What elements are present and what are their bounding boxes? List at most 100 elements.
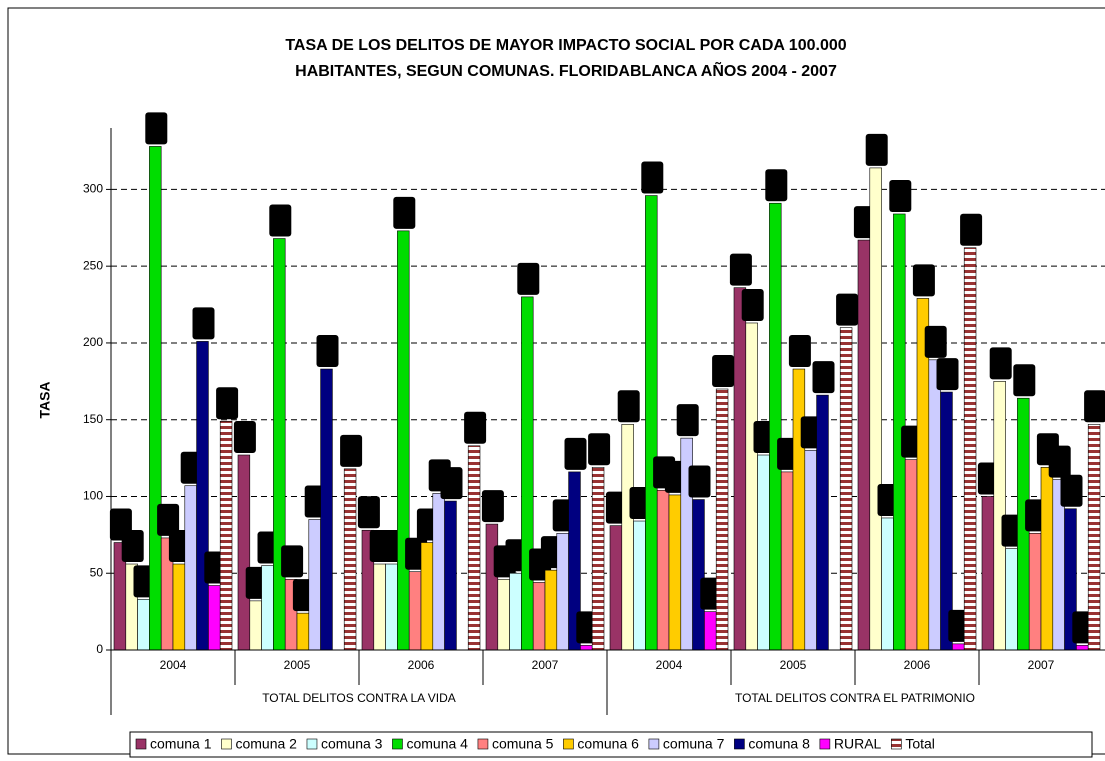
bar — [261, 565, 274, 651]
bar — [532, 582, 546, 651]
bar — [432, 493, 445, 651]
redacted-data-label — [1060, 474, 1083, 507]
bar — [149, 146, 162, 651]
x-tick-label: 2006 — [904, 658, 931, 672]
bar — [981, 496, 995, 651]
bar — [881, 517, 894, 651]
redacted-data-label — [1048, 445, 1071, 478]
bar — [591, 466, 605, 651]
redacted-data-label — [340, 434, 363, 467]
legend-swatch — [648, 738, 660, 750]
redacted-data-label — [788, 335, 811, 368]
bar — [704, 611, 717, 651]
bar — [273, 238, 286, 651]
redacted-data-label — [440, 467, 463, 500]
bar — [408, 571, 422, 651]
bar — [385, 563, 398, 651]
bar — [544, 569, 558, 651]
redacted-data-label — [269, 204, 292, 237]
redacted-data-label — [192, 307, 215, 340]
bar — [1028, 533, 1042, 651]
bar — [963, 247, 977, 651]
legend-swatch — [221, 738, 232, 750]
redacted-data-label — [564, 437, 587, 470]
bar — [497, 579, 510, 651]
x-tick-label: 2005 — [780, 658, 807, 672]
redacted-data-label — [865, 133, 888, 166]
bar — [839, 327, 853, 651]
bar — [249, 600, 262, 651]
bar — [521, 296, 534, 651]
bar — [467, 445, 481, 651]
redacted-data-label — [676, 404, 699, 437]
group-label: TOTAL DELITOS CONTRA EL PATRIMONIO — [735, 691, 975, 705]
redacted-data-label — [617, 390, 640, 423]
redacted-data-label — [393, 196, 416, 229]
redacted-data-label — [989, 347, 1012, 380]
y-tick-label: 100 — [83, 489, 103, 503]
redacted-data-label — [812, 361, 835, 394]
y-tick-label: 150 — [83, 412, 103, 426]
bar — [1040, 466, 1054, 651]
bar — [137, 599, 150, 651]
bar — [308, 519, 321, 651]
legend-swatch — [819, 738, 831, 750]
redacted-data-label — [517, 262, 540, 295]
bar — [692, 499, 705, 651]
legend-swatch — [563, 738, 574, 750]
bar — [668, 494, 682, 651]
legend: comuna 1 comuna 2 comuna 3 comuna 4 comuna 5… — [129, 731, 1093, 758]
x-tick-label: 2005 — [284, 658, 311, 672]
chart-title: TASA DE LOS DELITOS DE MAYOR IMPACTO SOC… — [285, 37, 846, 54]
bar — [556, 533, 569, 651]
chart-title: HABITANTES, SEGUN COMUNAS. FLORIDABLANCA… — [295, 60, 837, 80]
bar — [296, 612, 310, 651]
bar — [757, 454, 770, 651]
bar — [373, 563, 386, 651]
redacted-data-label — [912, 264, 935, 297]
bar — [397, 230, 410, 651]
bar — [320, 368, 333, 651]
redacted-data-label — [688, 465, 711, 498]
x-tick-label: 2007 — [1028, 658, 1055, 672]
legend-swatch — [891, 738, 902, 750]
bar — [769, 202, 782, 651]
legend-swatch — [477, 738, 489, 750]
y-tick-label: 200 — [83, 335, 103, 349]
y-tick-label: 0 — [96, 642, 103, 656]
bar — [792, 368, 806, 651]
bar — [237, 454, 251, 651]
redacted-data-label — [233, 421, 256, 454]
redacted-data-label — [960, 213, 983, 246]
y-axis-label: TASA — [37, 381, 53, 418]
y-tick-label: 300 — [83, 182, 103, 196]
bar — [1087, 424, 1101, 651]
bar — [219, 420, 233, 651]
legend-label: comuna 1 — [150, 736, 212, 752]
bar — [952, 643, 965, 651]
bar — [656, 490, 670, 651]
bar — [208, 585, 221, 651]
bar — [715, 388, 729, 651]
y-tick-label: 50 — [90, 565, 104, 579]
redacted-data-label — [936, 358, 959, 391]
bar — [745, 322, 758, 651]
legend-swatch — [392, 738, 403, 750]
redacted-data-label — [157, 503, 180, 536]
legend-label: Total — [905, 736, 935, 752]
legend-swatch — [135, 738, 147, 750]
y-tick-label: 250 — [83, 258, 103, 272]
redacted-data-label — [836, 293, 859, 326]
bar — [184, 485, 197, 651]
redacted-data-label — [216, 387, 239, 420]
redacted-data-label — [1084, 390, 1105, 423]
x-tick-label: 2004 — [656, 658, 683, 672]
legend-label: comuna 5 — [492, 736, 554, 752]
redacted-data-label — [588, 433, 611, 466]
redacted-data-label — [765, 169, 788, 202]
bar — [1005, 548, 1018, 651]
x-tick-label: 2007 — [532, 658, 559, 672]
bar — [816, 394, 829, 651]
